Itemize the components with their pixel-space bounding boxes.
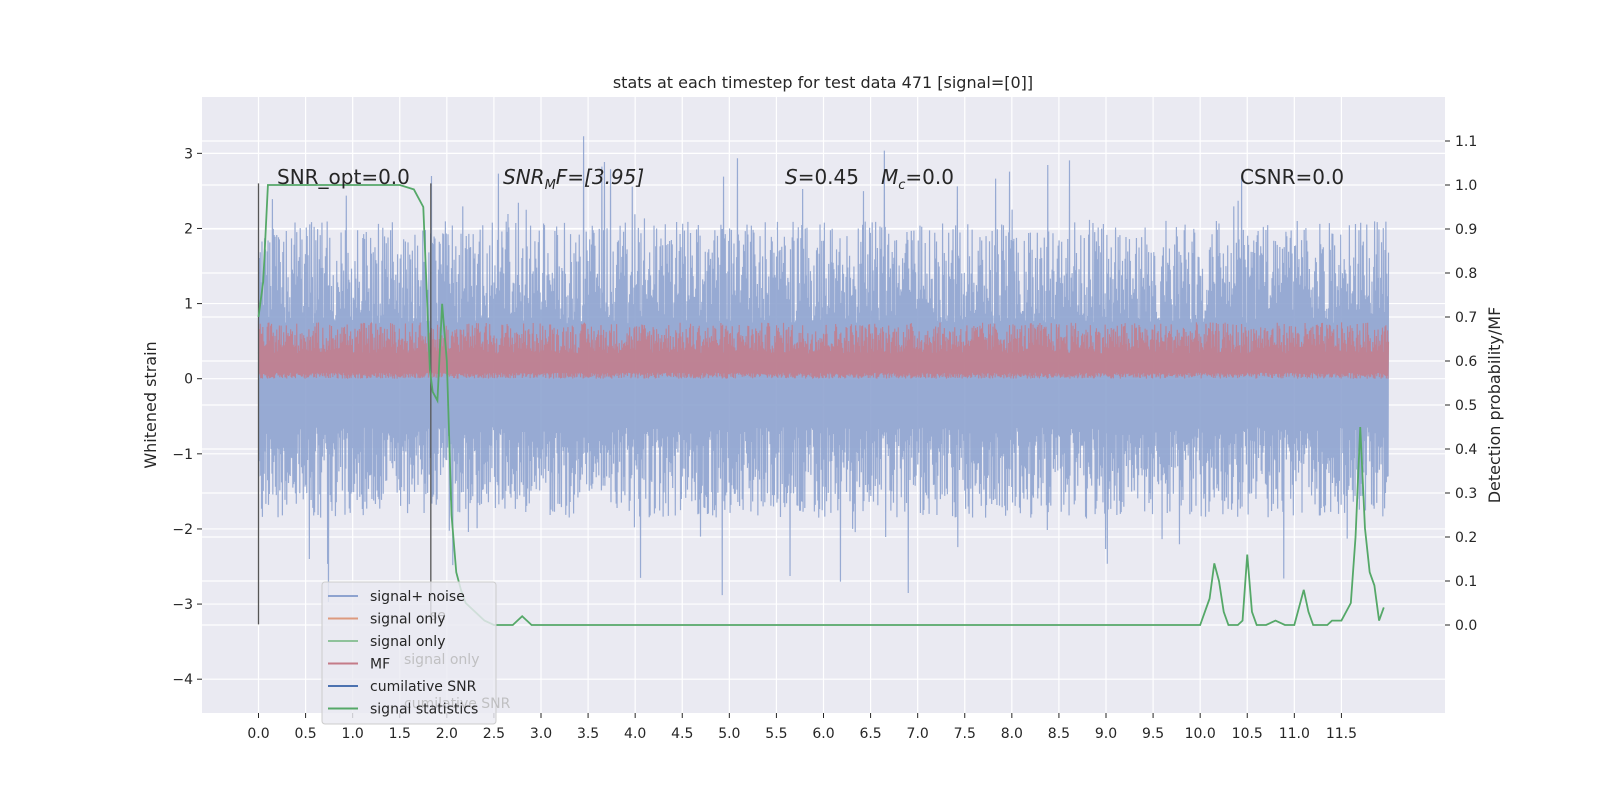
y-right-tick-label: 0.5: [1455, 398, 1477, 414]
x-tick-label: 10.5: [1232, 726, 1263, 742]
annotation-s: S=0.45: [785, 165, 859, 189]
x-tick-label: 2.0: [436, 726, 458, 742]
y-tick-label: 2: [184, 221, 193, 237]
x-tick-label: 8.5: [1048, 726, 1070, 742]
x-tick-label: 7.5: [954, 726, 976, 742]
signal-statistics-series: [257, 184, 1385, 626]
legend-ghost-text: cumilative SNR: [404, 696, 511, 712]
x-tick-label: 1.5: [389, 726, 411, 742]
y-right-tick-label: 0.3: [1455, 486, 1477, 502]
y-tick-label: −4: [172, 672, 193, 688]
chart-title: stats at each timestep for test data 471…: [613, 73, 1033, 92]
x-tick-label: 1.0: [342, 726, 364, 742]
signal-noise-line: [257, 136, 1390, 602]
legend-box: [321, 581, 497, 725]
x-tick-label: 7.0: [907, 726, 929, 742]
legend-ghost-text: signal only: [404, 652, 479, 668]
legend-label: cumilative SNR: [370, 679, 477, 695]
x-tick-label: 8.0: [1001, 726, 1023, 742]
y-tick-label: 1: [184, 297, 193, 313]
x-tick-label: 6.5: [859, 726, 881, 742]
y-right-tick-label: 1.0: [1455, 178, 1477, 194]
legend-label: signal only: [370, 634, 445, 650]
mc-base: M: [881, 165, 898, 189]
x-tick-label: 5.0: [718, 726, 740, 742]
y-tick-label: −1: [172, 447, 193, 463]
x-tick-label: 0.5: [294, 726, 316, 742]
y-tick-label: −2: [172, 522, 193, 538]
x-tick-label: 0.0: [247, 726, 269, 742]
y-tick-label: 0: [184, 372, 193, 388]
x-tick-label: 4.5: [671, 726, 693, 742]
signal-statistics-line: [257, 184, 1385, 626]
y-right-tick-label: 0.6: [1455, 354, 1477, 370]
s-value: =0.45: [798, 165, 859, 189]
snr-mf-rest: F=[3.95]: [556, 165, 644, 189]
annotation-snr-opt: SNR_opt=0.0: [277, 165, 410, 189]
y-right-tick-label: 0.4: [1455, 442, 1477, 458]
y-axis-ticks: 3 2 1 0 −1 −2 −3 −4: [172, 146, 202, 688]
x-axis-ticks: 0.0 0.5 1.0 1.5 2.0 2.5 3.0 3.5 4.0 4.5 5.0 5.5 6.0 6…: [247, 713, 1357, 742]
snr-mf-sub: M: [545, 178, 556, 193]
x-tick-label: 6.0: [812, 726, 834, 742]
y-right-tick-label: 0.1: [1455, 574, 1477, 590]
y-axis-right-label: Detection probability/MF: [1485, 307, 1504, 504]
annotation-snr-mf: SNRMF=[3.95]: [503, 165, 644, 193]
x-tick-label: 10.0: [1185, 726, 1216, 742]
y-right-tick-label: 1.1: [1455, 134, 1477, 150]
legend-label: signal only: [370, 612, 445, 628]
signal-noise-series: [257, 136, 1390, 602]
mc-value: =0.0: [905, 165, 954, 189]
x-tick-label: 9.0: [1095, 726, 1117, 742]
y-right-tick-label: 0.0: [1455, 618, 1477, 634]
x-tick-label: 2.5: [483, 726, 505, 742]
y-axis-right-ticks: 1.1 1.0 0.9 0.8 0.7 0.6 0.5 0.4 0.3 0.2 0.1 0.0: [1445, 134, 1477, 634]
legend-ghost-text: se: [430, 608, 446, 624]
x-tick-label: 11.0: [1279, 726, 1310, 742]
x-tick-label: 9.5: [1142, 726, 1164, 742]
legend-label: signal statistics: [370, 702, 478, 718]
y-tick-label: 3: [184, 146, 193, 162]
y-right-tick-label: 0.2: [1455, 530, 1477, 546]
annotation-csnr: CSNR=0.0: [1240, 165, 1344, 189]
x-tick-label: 11.5: [1326, 726, 1357, 742]
x-tick-label: 4.0: [624, 726, 646, 742]
x-tick-label: 3.5: [577, 726, 599, 742]
y-right-tick-label: 0.7: [1455, 310, 1477, 326]
x-tick-label: 5.5: [765, 726, 787, 742]
mc-sub: c: [898, 178, 905, 193]
vertical-markers: [257, 183, 432, 625]
legend-label: signal+ noise: [370, 589, 465, 605]
s-italic: S: [785, 165, 798, 189]
annotation-mc: Mc=0.0: [881, 165, 954, 193]
y-right-tick-label: 0.9: [1455, 222, 1477, 238]
y-tick-label: −3: [172, 597, 193, 613]
y-right-tick-label: 0.8: [1455, 266, 1477, 282]
snr-mf-base: SNR: [503, 165, 545, 189]
legend-label: MF: [370, 657, 390, 673]
x-tick-label: 3.0: [530, 726, 552, 742]
y-axis-label: Whitened strain: [141, 341, 160, 468]
